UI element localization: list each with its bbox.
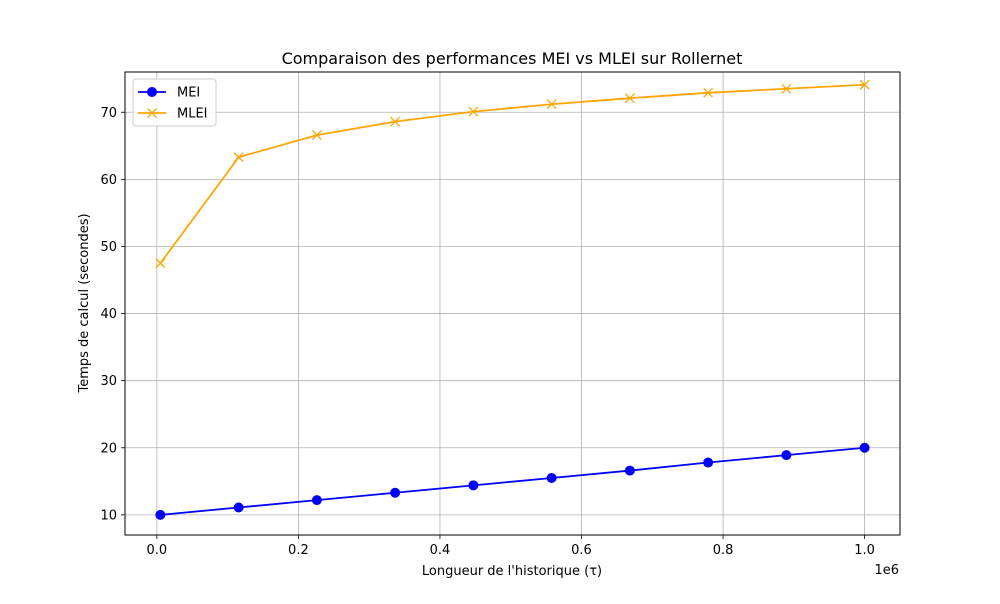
y-tick-label: 20 <box>100 441 117 456</box>
data-point-mei <box>859 442 870 453</box>
y-tick-label: 30 <box>100 374 117 389</box>
y-tick-label: 70 <box>100 106 117 121</box>
data-point-mlei <box>624 93 635 104</box>
data-point-mei <box>781 450 792 461</box>
chart-title: Comparaison des performances MEI vs MLEI… <box>282 49 743 68</box>
data-point-mlei <box>155 258 166 269</box>
data-point-mlei <box>233 152 244 163</box>
data-point-mei <box>233 502 244 513</box>
y-tick-label: 40 <box>100 307 117 322</box>
legend-marker-mlei <box>147 108 157 118</box>
axis-ticks: 0.0 0.2 0.4 0.6 0.8 1.0 10 20 30 40 50 60 70 <box>100 106 875 558</box>
data-point-mei <box>390 487 401 498</box>
data-point-mei <box>468 480 479 491</box>
data-point-mlei <box>311 130 322 141</box>
data-point-mlei <box>468 106 479 117</box>
data-point-mlei <box>546 99 557 110</box>
grid-lines <box>125 72 900 535</box>
legend-item-mlei: MLEI <box>138 107 208 122</box>
data-point-mlei <box>703 87 714 98</box>
legend: MEI MLEI <box>132 78 217 127</box>
series-mei <box>155 442 870 520</box>
data-point-mei <box>155 509 166 520</box>
y-tick-label: 50 <box>100 240 117 255</box>
data-point-mlei <box>781 83 792 94</box>
x-tick-label: 1.0 <box>854 543 875 558</box>
legend-label-mlei: MLEI <box>177 107 208 122</box>
plot-area-frame <box>124 71 901 536</box>
series-line-mlei <box>159 83 865 264</box>
legend-item-mei: MEI <box>138 86 200 101</box>
series-line-mei <box>160 446 865 516</box>
series-mlei <box>155 79 870 269</box>
data-point-mei <box>624 465 635 476</box>
legend-marker-mei <box>147 87 157 97</box>
x-axis-offset-label: 1e6 <box>874 563 899 578</box>
data-point-mei <box>703 457 714 468</box>
data-point-mei <box>546 472 557 483</box>
x-tick-label: 0.8 <box>713 543 734 558</box>
x-tick-label: 0.6 <box>571 543 592 558</box>
x-tick-label: 0.2 <box>288 543 309 558</box>
data-point-mlei <box>859 79 870 90</box>
y-tick-label: 60 <box>100 173 117 188</box>
x-tick-label: 0.0 <box>147 543 168 558</box>
series-layer <box>155 79 870 520</box>
legend-label-mei: MEI <box>177 86 200 101</box>
y-axis-label: Temps de calcul (secondes) <box>77 213 92 393</box>
data-point-mlei <box>390 116 401 127</box>
data-point-mei <box>311 495 322 506</box>
y-tick-label: 10 <box>100 508 117 523</box>
x-axis-label: Longueur de l'historique (τ) <box>422 564 602 579</box>
x-tick-label: 0.4 <box>430 543 451 558</box>
